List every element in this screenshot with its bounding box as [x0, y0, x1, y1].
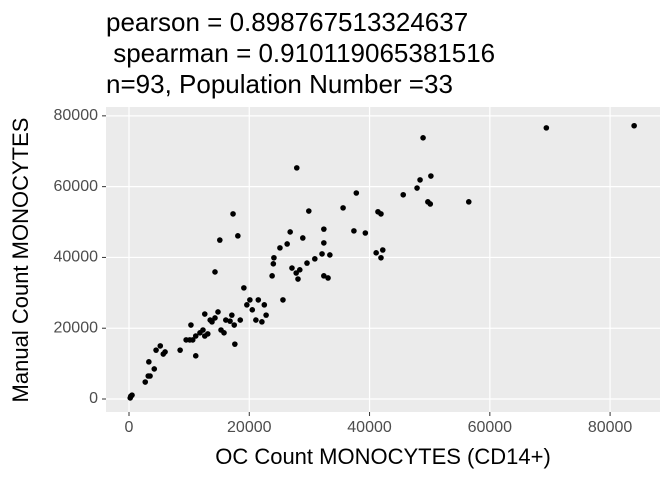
point: [414, 185, 420, 191]
point: [212, 269, 218, 275]
point: [428, 173, 434, 179]
point: [129, 392, 135, 398]
point: [306, 208, 312, 214]
x-tick-label: 40000: [347, 419, 392, 436]
point: [147, 373, 153, 379]
point: [543, 125, 550, 131]
point: [269, 273, 275, 279]
title-line: spearman = 0.910119065381516: [106, 38, 495, 68]
point: [271, 254, 277, 261]
point: [277, 245, 283, 251]
point: [231, 322, 238, 328]
point: [146, 359, 152, 365]
point: [417, 177, 423, 183]
point: [296, 267, 303, 273]
point: [295, 276, 301, 282]
point: [400, 191, 407, 198]
point: [215, 309, 221, 315]
point: [230, 211, 236, 217]
point: [378, 254, 384, 261]
x-axis-title: OC Count MONOCYTES (CD14+): [215, 444, 551, 469]
point: [241, 285, 247, 291]
point: [244, 302, 250, 308]
y-tick-label: 40000: [54, 249, 99, 266]
x-tick-label: 0: [125, 419, 134, 436]
point: [229, 312, 235, 318]
point: [312, 256, 318, 262]
point: [362, 230, 369, 236]
y-tick-label: 80000: [54, 107, 99, 124]
point: [189, 337, 196, 343]
point: [253, 317, 259, 323]
point: [235, 233, 241, 239]
point: [321, 273, 327, 279]
point: [420, 134, 426, 141]
point: [249, 307, 256, 313]
point: [340, 205, 346, 211]
point: [327, 252, 333, 258]
point: [270, 261, 277, 267]
point: [289, 265, 295, 271]
point: [188, 322, 194, 328]
point: [177, 347, 183, 353]
y-tick-label: 20000: [54, 319, 99, 336]
point: [373, 250, 379, 256]
x-tick-label: 20000: [227, 419, 272, 436]
point: [465, 199, 472, 205]
point: [353, 190, 360, 196]
point: [427, 201, 434, 207]
point: [237, 317, 244, 323]
point: [263, 312, 269, 318]
point: [157, 343, 164, 349]
point: [293, 270, 299, 276]
y-tick-label: 0: [89, 390, 98, 407]
point: [247, 297, 253, 303]
point: [212, 315, 218, 321]
point: [209, 319, 215, 325]
point: [319, 251, 325, 257]
point: [261, 302, 268, 308]
point: [227, 318, 233, 324]
point: [631, 122, 637, 129]
point: [217, 237, 223, 243]
point: [223, 317, 229, 323]
point: [221, 330, 227, 336]
point: [153, 347, 159, 353]
point: [378, 211, 384, 217]
title-line: n=93, Population Number =33: [106, 69, 453, 99]
title-line: pearson = 0.898767513324637: [106, 7, 468, 37]
point: [325, 275, 331, 281]
point: [351, 228, 357, 234]
point: [232, 341, 238, 347]
point: [142, 379, 149, 385]
point: [255, 297, 262, 303]
point: [287, 229, 293, 235]
point: [192, 333, 199, 339]
y-axis-title: Manual Count MONOCYTES: [8, 118, 33, 403]
point: [259, 319, 265, 325]
point: [200, 327, 206, 333]
point: [304, 260, 310, 266]
point: [192, 353, 199, 359]
point: [280, 297, 286, 303]
point: [201, 311, 208, 317]
point: [293, 165, 300, 171]
point: [284, 241, 290, 247]
x-tick-label: 60000: [468, 419, 513, 436]
y-tick-label: 60000: [54, 178, 99, 195]
point: [321, 226, 327, 232]
point: [379, 247, 386, 253]
point: [151, 366, 158, 372]
point: [321, 240, 327, 246]
point: [162, 349, 168, 355]
point: [299, 235, 306, 241]
point: [204, 331, 211, 337]
x-tick-label: 80000: [588, 419, 633, 436]
